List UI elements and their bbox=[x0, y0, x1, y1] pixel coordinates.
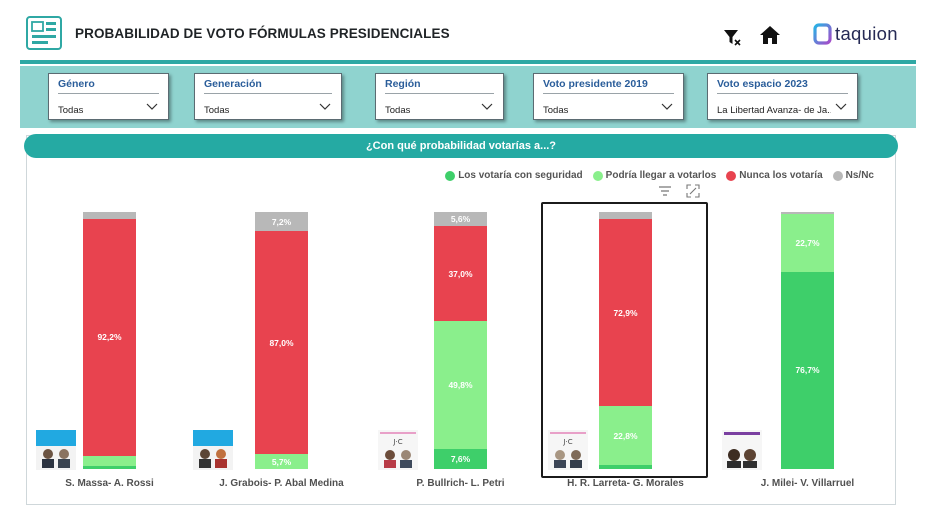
data-label: 92,2% bbox=[97, 332, 122, 343]
category-label: P. Bullrich- L. Petri bbox=[416, 478, 505, 489]
seg-seguridad[interactable]: 76,7% bbox=[781, 271, 834, 469]
seg-podria[interactable]: 22,8% bbox=[599, 406, 652, 465]
slicer-label: Voto espacio 2023 bbox=[717, 78, 808, 90]
legend-dot bbox=[726, 170, 737, 181]
bar-2[interactable]: 5,7% 87,0% 7,2% bbox=[255, 212, 308, 469]
chevron-down-icon[interactable] bbox=[661, 102, 673, 112]
legend-dot bbox=[592, 170, 603, 181]
candidate-photo-milei-villarruel bbox=[722, 430, 762, 470]
seg-nsnc[interactable]: 7,2% bbox=[255, 212, 308, 231]
candidate-photo-massa-rossi bbox=[36, 430, 76, 470]
slicer-divider bbox=[204, 93, 332, 94]
data-label: 5,7% bbox=[271, 456, 292, 467]
seg-nunca[interactable]: 87,0% bbox=[255, 230, 308, 455]
slicer-divider bbox=[543, 93, 674, 94]
header-divider bbox=[20, 60, 916, 64]
slicer-value: Todas bbox=[385, 105, 411, 116]
candidate-photo-grabois-abal-medina bbox=[193, 430, 233, 470]
candidate-photo-bullrich-petri: J·C bbox=[378, 430, 418, 470]
slicer-value: Todas bbox=[543, 105, 569, 116]
legend-item-seguridad[interactable]: Los votaría con seguridad bbox=[445, 170, 583, 181]
seg-nsnc[interactable] bbox=[781, 212, 834, 214]
seg-podria[interactable]: 49,8% bbox=[434, 321, 487, 450]
legend-item-nunca[interactable]: Nunca los votaría bbox=[726, 170, 823, 181]
slicer-generacion[interactable]: Generación Todas bbox=[194, 73, 342, 120]
taquion-logo bbox=[813, 23, 832, 45]
legend-item-nsnc[interactable]: Ns/Nc bbox=[832, 170, 874, 181]
slicer-voto-presidente-2019[interactable]: Voto presidente 2019 Todas bbox=[533, 73, 684, 120]
seg-podria[interactable] bbox=[83, 455, 136, 466]
data-label: 72,9% bbox=[613, 307, 638, 318]
slicer-region[interactable]: Región Todas bbox=[375, 73, 504, 120]
slicer-divider bbox=[385, 93, 494, 94]
category-label: J. Grabois- P. Abal Medina bbox=[219, 478, 344, 489]
seg-nsnc[interactable] bbox=[599, 212, 652, 219]
seg-seguridad[interactable]: 7,6% bbox=[434, 449, 487, 469]
seg-nsnc[interactable] bbox=[83, 212, 136, 219]
seg-nunca[interactable]: 92,2% bbox=[83, 218, 136, 456]
header: PROBABILIDAD DE VOTO FÓRMULAS PRESIDENCI… bbox=[0, 0, 928, 62]
data-label: 76,7% bbox=[795, 365, 820, 376]
dashboard-icon bbox=[26, 16, 62, 50]
legend-item-podria[interactable]: Podría llegar a votarlos bbox=[592, 170, 717, 181]
seg-nunca[interactable]: 37,0% bbox=[434, 226, 487, 322]
brand: taquion bbox=[813, 21, 898, 47]
data-label: 49,8% bbox=[448, 380, 473, 391]
slicer-voto-espacio-2023[interactable]: Voto espacio 2023 La Libertad Avanza- de… bbox=[707, 73, 858, 120]
slicer-value: Todas bbox=[58, 105, 84, 116]
category-label: S. Massa- A. Rossi bbox=[65, 478, 154, 489]
candidate-photo-larreta-morales: J·C bbox=[548, 430, 588, 470]
slicer-divider bbox=[58, 93, 159, 94]
brand-name: taquion bbox=[835, 23, 898, 44]
data-label: 7,2% bbox=[271, 216, 292, 227]
data-label: 5,6% bbox=[450, 214, 471, 225]
chart-legend: Los votaría con seguridad Podría llegar … bbox=[445, 170, 874, 181]
chevron-down-icon[interactable] bbox=[319, 102, 331, 112]
slicer-label: Género bbox=[58, 78, 95, 90]
slicer-value: Todas bbox=[204, 105, 230, 116]
legend-label: Los votaría con seguridad bbox=[458, 170, 583, 181]
legend-label: Nunca los votaría bbox=[739, 170, 823, 181]
bar-5[interactable]: 76,7% 22,7% bbox=[781, 212, 834, 469]
filter-bar: Género Todas Generación Todas Región Tod… bbox=[20, 66, 916, 128]
seg-podria[interactable]: 5,7% bbox=[255, 454, 308, 469]
chevron-down-icon[interactable] bbox=[835, 102, 847, 112]
svg-text:J·C: J·C bbox=[392, 438, 402, 446]
filter-lines-icon[interactable] bbox=[658, 184, 672, 198]
seg-podria[interactable]: 22,7% bbox=[781, 213, 834, 272]
category-label: H. R. Larreta- G. Morales bbox=[567, 478, 684, 489]
slicer-label: Región bbox=[385, 78, 421, 90]
seg-seguridad[interactable] bbox=[83, 465, 136, 469]
slicer-value: La Libertad Avanza- de Ja... bbox=[717, 105, 831, 116]
selected-bar-highlight bbox=[541, 202, 708, 478]
filter-clear-icon[interactable] bbox=[722, 27, 742, 47]
data-label: 22,7% bbox=[795, 237, 820, 248]
legend-dot bbox=[832, 170, 843, 181]
legend-label: Ns/Nc bbox=[845, 170, 874, 181]
focus-mode-icon[interactable] bbox=[686, 184, 700, 198]
slicer-label: Voto presidente 2019 bbox=[543, 78, 648, 90]
data-label: 22,8% bbox=[613, 430, 638, 441]
home-icon[interactable] bbox=[759, 25, 781, 45]
seg-nunca[interactable]: 72,9% bbox=[599, 218, 652, 407]
bar-3[interactable]: 7,6% 49,8% 37,0% 5,6% bbox=[434, 212, 487, 469]
legend-dot bbox=[445, 170, 456, 181]
seg-nsnc[interactable]: 5,6% bbox=[434, 212, 487, 227]
data-label: 7,6% bbox=[450, 454, 471, 465]
bar-1[interactable]: 92,2% bbox=[83, 212, 136, 469]
seg-seguridad[interactable] bbox=[599, 464, 652, 469]
slicer-label: Generación bbox=[204, 78, 262, 90]
legend-label: Podría llegar a votarlos bbox=[605, 170, 717, 181]
slicer-divider bbox=[717, 93, 848, 94]
data-label: 87,0% bbox=[269, 337, 294, 348]
slicer-genero[interactable]: Género Todas bbox=[48, 73, 169, 120]
chevron-down-icon[interactable] bbox=[146, 102, 158, 112]
svg-text:J·C: J·C bbox=[562, 438, 572, 446]
data-label: 37,0% bbox=[448, 268, 473, 279]
chevron-down-icon[interactable] bbox=[481, 102, 493, 112]
page-title: PROBABILIDAD DE VOTO FÓRMULAS PRESIDENCI… bbox=[75, 26, 450, 41]
category-label: J. Milei- V. Villarruel bbox=[760, 478, 855, 489]
bar-4[interactable]: 22,8% 72,9% bbox=[599, 212, 652, 469]
chart-title: ¿Con qué probabilidad votarías a...? bbox=[24, 134, 898, 158]
